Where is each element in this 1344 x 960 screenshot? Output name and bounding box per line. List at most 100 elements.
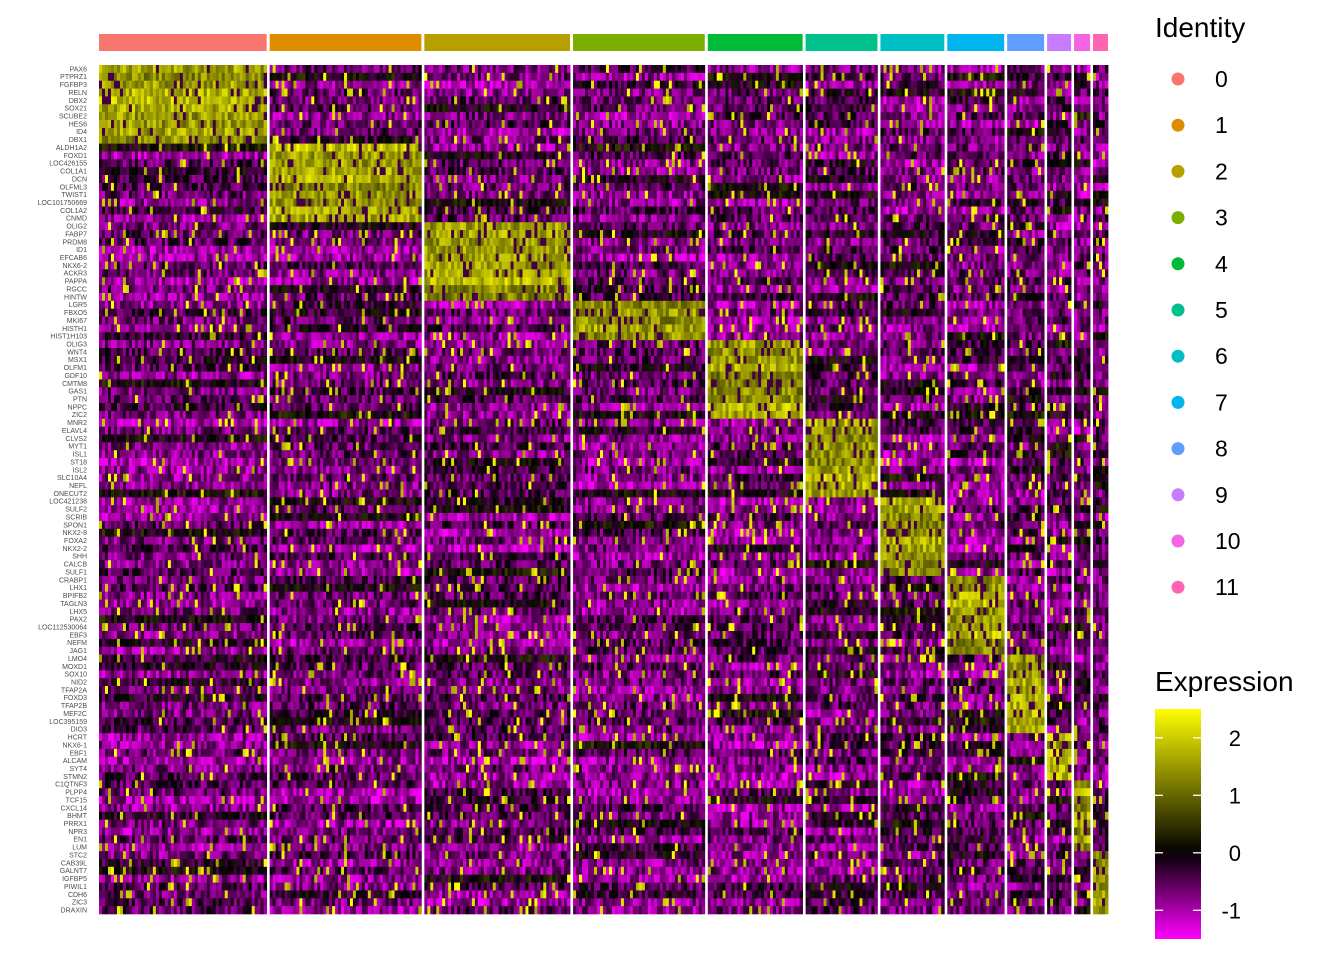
gene-label: NEFM (67, 640, 87, 647)
gene-label: ZIC3 (72, 900, 87, 907)
gene-label: HISTH1 (62, 326, 87, 333)
gene-label: FGFBP3 (60, 82, 87, 89)
gene-label: MYT1 (68, 444, 87, 451)
gene-label: RGCC (66, 286, 87, 293)
gene-label: LHX1 (69, 585, 87, 592)
gene-label: WNT4 (67, 349, 87, 356)
gene-label: OLFML3 (60, 184, 87, 191)
identity-legend-item: 10 (1171, 528, 1241, 554)
gene-label: MEF2C (63, 711, 87, 718)
gene-label: OLIG3 (66, 341, 87, 348)
identity-legend-item: 2 (1171, 158, 1228, 184)
cluster-bar-9 (1047, 34, 1072, 51)
gene-label: OLIG2 (66, 224, 87, 231)
gene-label: SOX21 (64, 106, 87, 113)
cluster-bar-10 (1074, 34, 1091, 51)
identity-legend-item: 11 (1171, 574, 1239, 600)
gene-label: ID1 (76, 247, 87, 254)
gene-label: ALDH1A2 (56, 145, 87, 152)
gene-label: LOC395159 (49, 719, 87, 726)
cluster-bar-6 (880, 34, 945, 51)
gene-label: GDF10 (64, 373, 87, 380)
colorbar-tick-label: 1 (1229, 783, 1241, 808)
gene-label: FOXD3 (64, 695, 87, 702)
legend-swatch (1171, 349, 1185, 363)
legend-label: 6 (1215, 343, 1228, 369)
gene-label: MKI67 (67, 318, 87, 325)
cluster-bar-11 (1093, 34, 1108, 51)
gene-label: FOXA2 (64, 538, 87, 545)
identity-legend-item: 3 (1171, 205, 1228, 231)
gene-label: CALCB (64, 562, 88, 569)
gene-label: FBXO5 (64, 310, 87, 317)
gene-label: NKX2-8 (62, 530, 87, 537)
gene-label: MOXD1 (62, 664, 87, 671)
gene-label: SLC10A4 (57, 475, 87, 482)
cluster-bar-3 (573, 34, 705, 51)
gene-label: LUM (72, 845, 87, 852)
gene-label: SYT4 (69, 766, 87, 773)
gene-label: ELAVL4 (62, 428, 87, 435)
gene-label: CMTM8 (62, 381, 87, 388)
gene-label: NKX2-2 (62, 546, 87, 553)
gene-label: NID2 (71, 680, 87, 687)
gene-label: EBF3 (69, 632, 87, 639)
heatmap-cluster-11 (1093, 65, 1109, 915)
gene-label: NEFL (69, 483, 87, 490)
legend-swatch (1171, 534, 1185, 548)
gene-label: LHX5 (69, 609, 87, 616)
identity-legend-item: 8 (1171, 436, 1228, 462)
gene-label: SCUBE2 (59, 114, 87, 121)
cluster-bar-2 (424, 34, 571, 51)
gene-label: DCN (72, 176, 87, 183)
colorbar-tick-label: 2 (1229, 726, 1241, 751)
cluster-bar-5 (805, 34, 878, 51)
identity-legend: Identity 0 1 2 3 4 5 6 7 8 9 10 11 (1155, 12, 1245, 600)
legend-swatch (1171, 211, 1185, 225)
gene-label: CDH6 (68, 892, 87, 899)
legend-label: 11 (1215, 574, 1239, 600)
heatmap-cluster-3 (573, 65, 706, 915)
legend-label: 1 (1215, 112, 1228, 138)
gene-label: ONECUT2 (54, 491, 88, 498)
colorbar-tick-label: -1 (1221, 898, 1241, 923)
gene-label: EBF1 (69, 750, 87, 757)
gene-label: PTPRZ1 (60, 74, 87, 81)
gene-label: PAPPA (65, 279, 88, 286)
cluster-bar-1 (269, 34, 422, 51)
gene-label: LOC426155 (49, 161, 87, 168)
heatmap-body (99, 65, 1109, 915)
legend-swatch (1171, 164, 1185, 178)
gene-label: PAX6 (70, 66, 87, 73)
gene-label: SHH (72, 554, 87, 561)
gene-label: TCF15 (66, 797, 88, 804)
gene-label: CRABP1 (59, 577, 87, 584)
gene-label: HCRT (68, 735, 88, 742)
gene-label: TFAP2A (61, 687, 87, 694)
cluster-bar-0 (99, 34, 267, 51)
heatmap-cluster-8 (1007, 65, 1045, 915)
heatmap-cluster-10 (1074, 65, 1091, 915)
gene-label: ZIC2 (72, 412, 87, 419)
expression-legend: Expression 2 1 0 -1 (1155, 666, 1294, 939)
gene-label: GAS1 (68, 389, 87, 396)
legend-swatch (1171, 118, 1185, 132)
identity-legend-title: Identity (1155, 12, 1245, 43)
gene-label: PTN (73, 397, 87, 404)
gene-label: COL1A1 (60, 169, 87, 176)
heatmap-cluster-0 (99, 65, 268, 915)
legend-label: 10 (1215, 528, 1241, 554)
gene-label: CXCL14 (61, 805, 88, 812)
cluster-bar-7 (947, 34, 1005, 51)
gene-label: DRAXIN (61, 907, 87, 914)
legend-label: 0 (1215, 66, 1228, 92)
legend-swatch (1171, 257, 1185, 271)
gene-label: PAX2 (70, 617, 87, 624)
legend-label: 4 (1215, 251, 1228, 277)
gene-label: BPIFB2 (63, 593, 87, 600)
gene-label: NKX6-2 (62, 263, 87, 270)
gene-label: ISL1 (73, 452, 88, 459)
gene-label: LMO4 (68, 656, 87, 663)
gene-label: STMN2 (63, 774, 87, 781)
